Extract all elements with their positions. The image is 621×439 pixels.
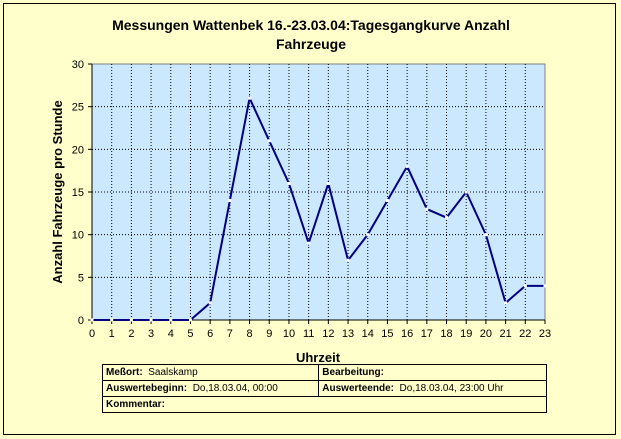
data-markers [90,96,547,322]
data-point [110,318,114,322]
x-tick-label: 22 [519,328,531,340]
ende-cell: Auswerteende: Do,18.03.04, 23:00 Uhr [318,380,547,397]
x-tick-label: 2 [128,328,134,340]
data-point [504,301,508,305]
x-tick-label: 7 [227,328,233,340]
chart-title-line2: Fahrzeuge [276,36,346,52]
series-line [92,94,545,321]
x-tick-label: 10 [283,328,295,340]
x-tick-label: 15 [381,328,393,340]
x-tick-label: 21 [499,328,511,340]
data-point [248,96,252,100]
x-tick-label: 16 [401,328,413,340]
data-point [169,318,173,322]
x-tick-label: 4 [168,328,174,340]
x-tick-label: 14 [362,328,374,340]
kommentar-label: Kommentar: [106,399,165,410]
x-tick-label: 19 [460,328,472,340]
data-point [307,241,311,245]
data-point [425,207,429,211]
data-point [129,318,133,322]
data-point [326,181,330,185]
chart-title-line1: Messungen Wattenbek 16.-23.03.04:Tagesga… [112,17,510,33]
data-point [543,284,547,288]
beginn-cell: Auswertebeginn: Do,18.03.04, 00:00 [101,380,320,397]
x-tick-label: 5 [187,328,193,340]
y-tick-label: 25 [72,102,84,114]
y-tick-label: 0 [78,315,84,327]
messort-value: Saalskamp [148,367,198,378]
data-point [523,284,527,288]
x-tick-label: 1 [109,328,115,340]
data-point [188,318,192,322]
y-tick-label: 15 [72,187,84,199]
x-tick-label: 13 [342,328,354,340]
data-point [149,318,153,322]
data-point [484,233,488,237]
y-tick-label: 20 [72,144,84,156]
bearbeitung-label: Bearbeitung: [322,367,384,378]
x-tick-label: 18 [440,328,452,340]
x-tick-label: 6 [207,328,213,340]
bearbeitung-cell: Bearbeitung: [318,364,547,381]
x-tick-label: 17 [421,328,433,340]
data-point [287,181,291,185]
x-tick-label: 0 [89,328,95,340]
gridlines [92,64,545,320]
x-tick-label: 20 [480,328,492,340]
plot-area [91,63,546,321]
data-point [385,199,389,203]
x-tick-label: 3 [148,328,154,340]
x-axis-label: Uhrzeit [296,350,341,365]
ende-label: Auswerteende: [322,383,394,394]
y-tick-label: 30 [72,59,84,71]
kommentar-cell: Kommentar: [102,396,547,413]
ende-value: Do,18.03.04, 23:00 Uhr [399,383,504,394]
data-point [208,301,212,305]
messort-label: Meßort: [106,367,143,378]
x-tick-label: 11 [303,328,314,340]
data-point [228,199,232,203]
tick-labels: 0 1 2 3 4 5 6 7 8 9 10 11 12 13 14 15 16 17 18 19 20 21 22 2305… [72,59,551,340]
y-axis-label: Anzahl Fahrzeuge pro Stunde [50,100,65,283]
x-tick-label: 23 [539,328,551,340]
messort-cell: Meßort: Saalskamp [101,364,320,381]
y-tick-label: 5 [78,272,84,284]
data-point [346,258,350,262]
x-tick-label: 12 [322,328,334,340]
data-point [267,139,271,143]
data-point [90,318,94,322]
beginn-label: Auswertebeginn: [106,383,188,394]
beginn-value: Do,18.03.04, 00:00 [192,383,278,394]
x-tick-label: 9 [266,328,272,340]
y-tick-label: 10 [72,230,84,242]
data-point [445,216,449,220]
info-table: Meßort: Saalskamp Bearbeitung: Auswerteb… [101,364,547,413]
data-point [366,233,370,237]
data-point [464,190,468,194]
data-point [405,164,409,168]
x-tick-label: 8 [247,328,253,340]
